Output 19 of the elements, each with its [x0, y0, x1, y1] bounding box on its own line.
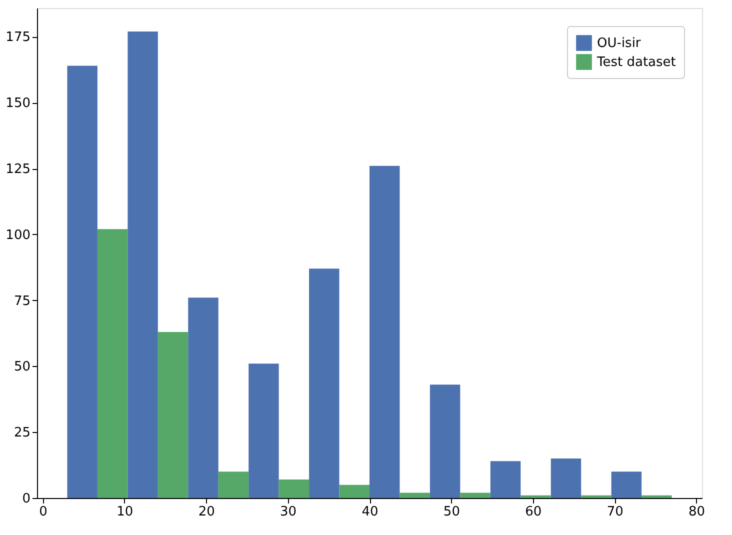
x-tick-label: 10 [116, 504, 134, 520]
x-tick-label: 50 [443, 504, 460, 520]
y-tick-label: 25 [14, 426, 30, 441]
y-tick-label: 50 [14, 360, 30, 375]
x-tick-label: 0 [39, 504, 48, 520]
y-tick-label: 175 [6, 30, 30, 46]
y-tick-label: 75 [14, 294, 30, 309]
x-tick-label: 70 [606, 504, 624, 520]
legend-label: Test dataset [596, 55, 676, 70]
x-tick-label: 30 [280, 504, 297, 520]
x-tick-label: 60 [525, 504, 542, 520]
y-tick-label: 0 [22, 492, 30, 506]
x-tick-label: 20 [198, 504, 215, 520]
legend-label: OU-isir [597, 36, 642, 51]
y-tick-label: 150 [6, 96, 30, 112]
y-tick-label: 100 [6, 228, 30, 243]
x-tick-label: 40 [362, 504, 378, 520]
x-tick-label: 80 [688, 504, 706, 520]
y-tick-label: 125 [6, 162, 30, 178]
